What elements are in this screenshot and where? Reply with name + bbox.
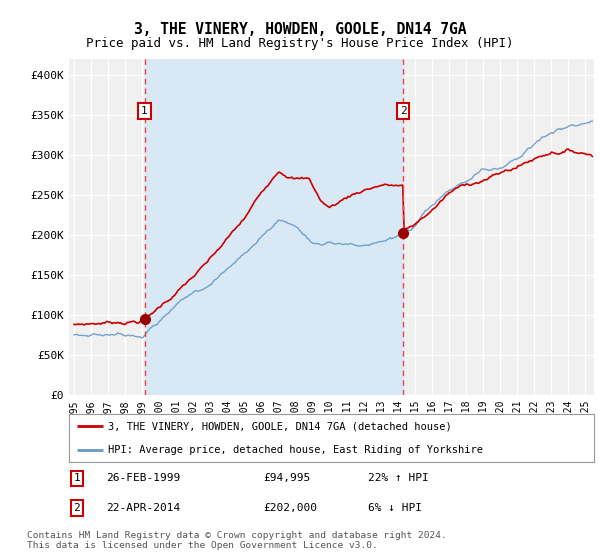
Text: Price paid vs. HM Land Registry's House Price Index (HPI): Price paid vs. HM Land Registry's House … xyxy=(86,37,514,50)
Text: £202,000: £202,000 xyxy=(263,503,317,513)
Text: 22% ↑ HPI: 22% ↑ HPI xyxy=(368,473,429,483)
Text: 2: 2 xyxy=(74,503,80,513)
Text: 26-FEB-1999: 26-FEB-1999 xyxy=(106,473,180,483)
Text: Contains HM Land Registry data © Crown copyright and database right 2024.
This d: Contains HM Land Registry data © Crown c… xyxy=(27,531,447,550)
Bar xyxy=(145,59,403,395)
Text: £94,995: £94,995 xyxy=(263,473,311,483)
Text: 1: 1 xyxy=(74,473,80,483)
Text: 2: 2 xyxy=(400,106,406,116)
Text: 3, THE VINERY, HOWDEN, GOOLE, DN14 7GA: 3, THE VINERY, HOWDEN, GOOLE, DN14 7GA xyxy=(134,22,466,38)
Text: HPI: Average price, detached house, East Riding of Yorkshire: HPI: Average price, detached house, East… xyxy=(109,445,484,455)
Text: 22-APR-2014: 22-APR-2014 xyxy=(106,503,180,513)
Text: 3, THE VINERY, HOWDEN, GOOLE, DN14 7GA (detached house): 3, THE VINERY, HOWDEN, GOOLE, DN14 7GA (… xyxy=(109,421,452,431)
Text: 1: 1 xyxy=(141,106,148,116)
Text: 6% ↓ HPI: 6% ↓ HPI xyxy=(368,503,422,513)
